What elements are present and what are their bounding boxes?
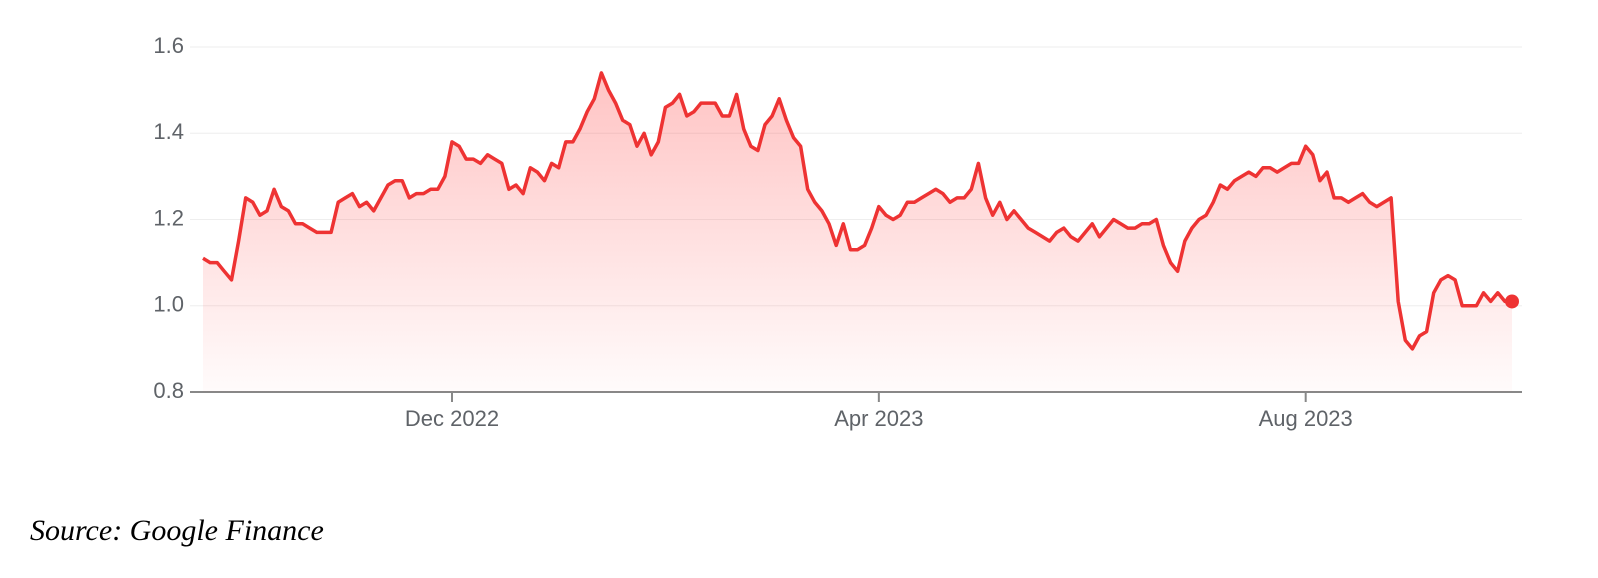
y-tick-label: 1.2 [153, 205, 184, 230]
y-tick-label: 1.0 [153, 292, 184, 317]
area-fill [203, 72, 1512, 393]
y-tick-label: 1.6 [153, 33, 184, 58]
x-tick-label: Apr 2023 [834, 406, 923, 431]
end-dot [1505, 294, 1519, 309]
price-line [202, 71, 1512, 351]
source-note: Source: Google Finance [30, 514, 324, 547]
y-tick-label: 0.8 [153, 378, 184, 403]
x-tick-label: Aug 2023 [1259, 406, 1353, 431]
x-tick-label: Dec 2022 [405, 406, 499, 431]
y-tick-label: 1.4 [153, 119, 184, 144]
